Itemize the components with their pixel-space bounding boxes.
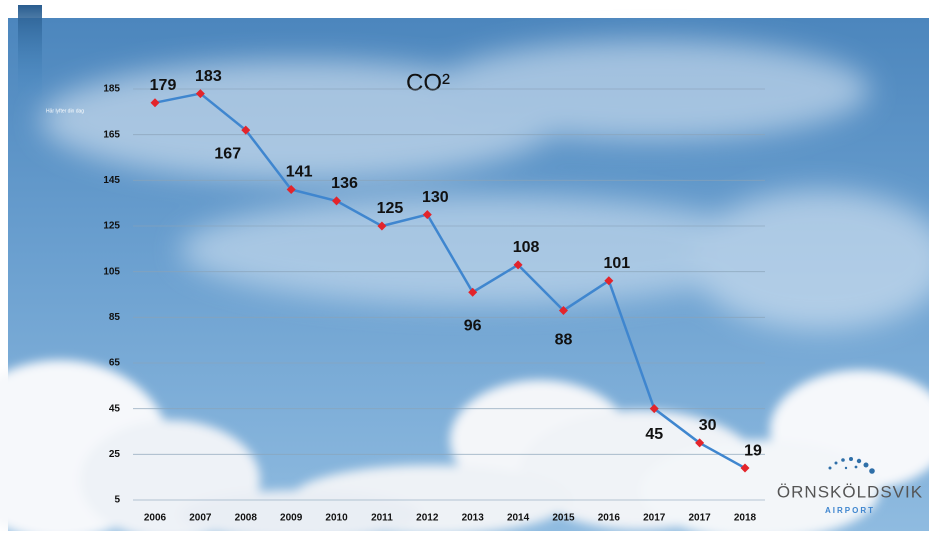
x-tick-label: 2012 — [416, 513, 439, 524]
chart-title: CO² — [406, 69, 450, 96]
y-tick-label: 145 — [103, 175, 120, 186]
data-label: 30 — [699, 417, 717, 434]
x-tick-label: 2017 — [688, 513, 711, 524]
x-tick-label: 2008 — [235, 513, 258, 524]
x-tick-label: 2015 — [552, 513, 575, 524]
y-tick-label: 185 — [103, 84, 120, 95]
x-tick-label: 2007 — [189, 513, 212, 524]
data-label: 136 — [331, 175, 358, 192]
data-label: 96 — [464, 317, 482, 334]
slide: Här lyfter din dag ÖRNSKÖLDSVIK AIRPORT … — [0, 0, 929, 531]
y-tick-label: 85 — [109, 312, 121, 323]
x-tick-label: 2014 — [507, 513, 530, 524]
data-label: 108 — [513, 239, 540, 256]
y-tick-label: 65 — [109, 358, 121, 369]
y-tick-label: 5 — [114, 495, 120, 506]
brand-subname: AIRPORT — [825, 506, 875, 515]
data-label: 45 — [645, 426, 663, 443]
brand-strip — [18, 5, 42, 100]
x-tick-label: 2010 — [325, 513, 348, 524]
x-tick-label: 2009 — [280, 513, 303, 524]
x-tick-label: 2018 — [734, 513, 757, 524]
data-label: 141 — [286, 164, 313, 181]
y-tick-label: 45 — [109, 403, 121, 414]
x-tick-label: 2017 — [643, 513, 666, 524]
data-label: 101 — [603, 255, 630, 272]
x-tick-label: 2013 — [462, 513, 485, 524]
x-tick-label: 2016 — [598, 513, 621, 524]
brand-name: ÖRNSKÖLDSVIK — [777, 482, 923, 501]
data-label: 19 — [744, 442, 762, 459]
data-label: 167 — [214, 145, 241, 162]
y-tick-label: 105 — [103, 266, 120, 277]
x-tick-label: 2006 — [144, 513, 167, 524]
tagline: Här lyfter din dag — [46, 108, 84, 114]
y-tick-label: 125 — [103, 221, 120, 232]
data-label: 130 — [422, 189, 449, 206]
data-label: 183 — [195, 68, 222, 85]
data-label: 179 — [150, 77, 177, 94]
y-tick-label: 25 — [109, 449, 121, 460]
x-tick-label: 2011 — [371, 513, 393, 524]
data-label: 125 — [377, 200, 404, 217]
data-label: 88 — [555, 332, 573, 349]
y-tick-label: 165 — [103, 129, 120, 140]
